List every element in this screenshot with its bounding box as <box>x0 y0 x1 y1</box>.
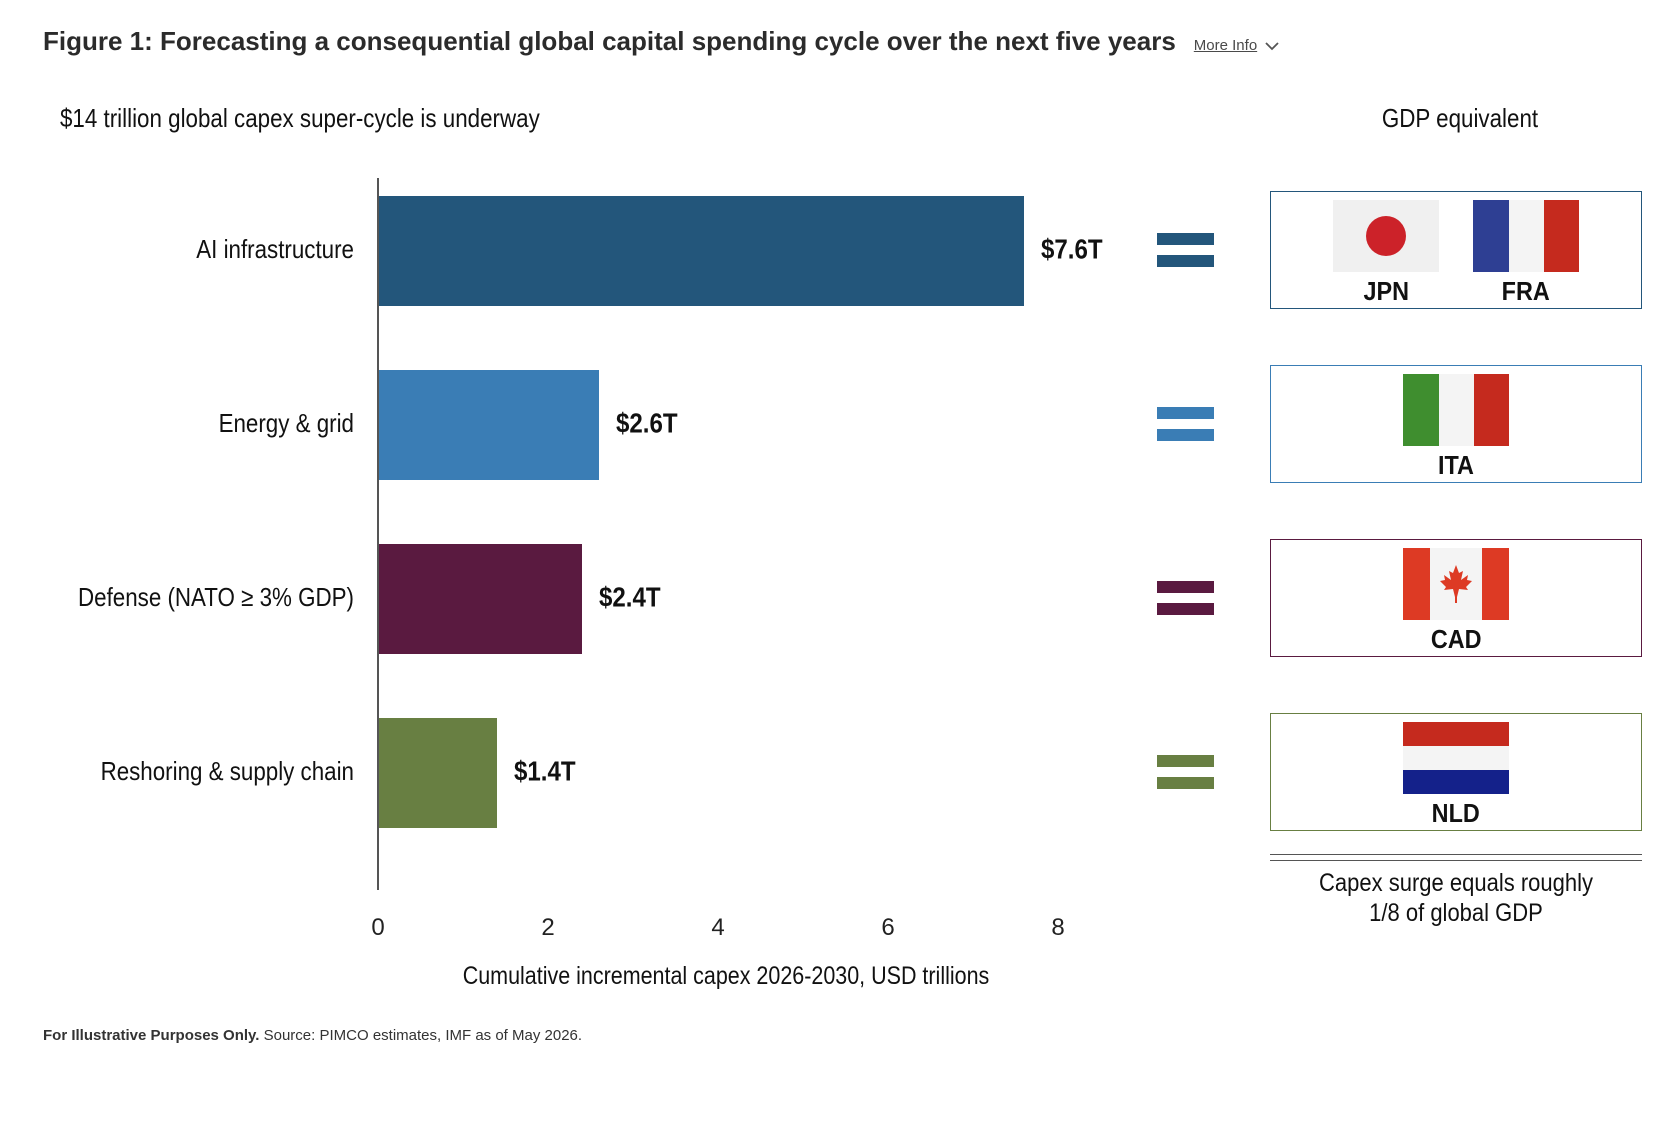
country-japan: JPN <box>1333 200 1439 307</box>
country-netherlands: NLD <box>1403 722 1509 829</box>
equals-bar-top-0 <box>1157 233 1214 245</box>
value-label-0: $7.6T <box>1041 233 1103 265</box>
more-info-toggle[interactable]: More Info <box>1194 37 1279 54</box>
gdp-panel-title: GDP equivalent <box>1381 103 1539 133</box>
equals-bar-bottom-3 <box>1157 777 1214 789</box>
country-code: JPN <box>1363 276 1409 306</box>
value-label-2: $2.4T <box>599 581 661 613</box>
bar-2 <box>378 544 582 654</box>
gdp-summary-line-2: 1/8 of global GDP <box>1369 899 1543 927</box>
france-flag-icon <box>1473 200 1579 272</box>
netherlands-flag-icon <box>1403 722 1509 794</box>
figure-title: Figure 1: Forecasting a consequential gl… <box>43 26 1176 56</box>
country-france: FRA <box>1473 200 1579 307</box>
bar-3 <box>378 718 497 828</box>
gdp-summary-line-1: Capex surge equals roughly <box>1319 869 1593 897</box>
footnote: For Illustrative Purposes Only. Source: … <box>43 1027 582 1044</box>
category-label-1: Energy & grid <box>219 409 354 438</box>
footnote-bold: For Illustrative Purposes Only. <box>43 1027 260 1044</box>
country-italy: ITA <box>1403 374 1509 481</box>
x-tick-label-1: 2 <box>541 914 554 941</box>
x-tick-label-0: 0 <box>371 914 384 941</box>
bar-chart: AI infrastructure $7.6T Energy & grid $2.6T… <box>78 178 1214 989</box>
equals-bar-bottom-1 <box>1157 429 1214 441</box>
canada-flag-icon <box>1403 548 1509 620</box>
gdp-summary: Capex surge equals roughly 1/8 of global… <box>1292 868 1619 928</box>
equals-bar-bottom-2 <box>1157 603 1214 615</box>
italy-flag-icon <box>1403 374 1509 446</box>
flag-row: JPN FRA <box>1271 200 1641 307</box>
summary-rule-top <box>1270 854 1642 855</box>
category-label-3: Reshoring & supply chain <box>101 757 354 786</box>
gdp-box-0: JPN FRA <box>1270 191 1642 309</box>
value-label-1: $2.6T <box>616 407 678 439</box>
bar-1 <box>378 370 599 480</box>
footnote-source: Source: PIMCO estimates, IMF as of May 2… <box>259 1027 583 1044</box>
flag-row: CAD <box>1271 548 1641 655</box>
flag-row: ITA <box>1271 374 1641 481</box>
equals-bar-top-2 <box>1157 581 1214 593</box>
japan-flag-icon <box>1333 200 1439 272</box>
more-info-label[interactable]: More Info <box>1193 37 1258 54</box>
x-axis-title: Cumulative incremental capex 2026-2030, … <box>463 961 990 989</box>
gdp-box-1: ITA <box>1270 365 1642 483</box>
country-code: NLD <box>1431 798 1481 828</box>
country-canada: CAD <box>1403 548 1509 655</box>
gdp-box-3: NLD <box>1270 713 1642 831</box>
value-label-3: $1.4T <box>514 755 576 787</box>
chevron-down-icon[interactable] <box>1265 41 1279 51</box>
country-code: CAD <box>1430 624 1482 654</box>
gdp-box-2: CAD <box>1270 539 1642 657</box>
category-label-2: Defense (NATO ≥ 3% GDP) <box>78 583 354 612</box>
equals-bar-top-1 <box>1157 407 1214 419</box>
bar-0 <box>378 196 1024 306</box>
flag-row: NLD <box>1271 722 1641 829</box>
chart-title: $14 trillion global capex super-cycle is… <box>60 103 540 133</box>
x-tick-label-2: 4 <box>711 914 724 941</box>
country-code: ITA <box>1438 450 1474 480</box>
equals-bar-top-3 <box>1157 755 1214 767</box>
category-label-0: AI infrastructure <box>196 235 354 264</box>
figure-header: Figure 1: Forecasting a consequential gl… <box>43 26 1279 57</box>
maple-leaf-icon <box>1440 565 1472 603</box>
equals-bar-bottom-0 <box>1157 255 1214 267</box>
country-code: FRA <box>1501 276 1551 306</box>
summary-rule-bottom <box>1270 860 1642 861</box>
x-tick-label-3: 6 <box>881 914 894 941</box>
x-tick-label-4: 8 <box>1051 914 1064 941</box>
